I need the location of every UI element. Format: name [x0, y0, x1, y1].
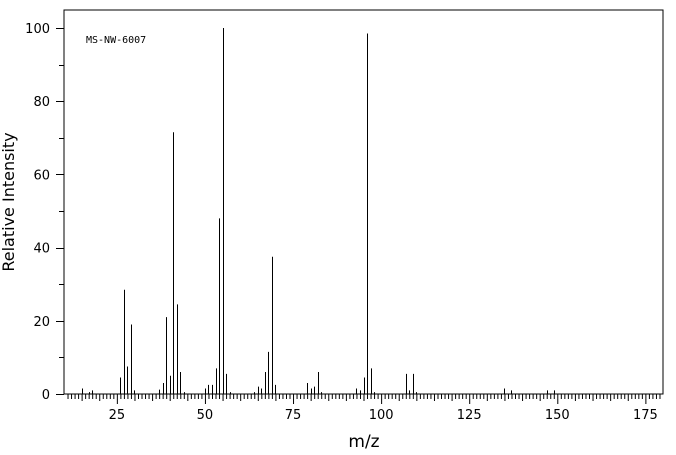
y-tick-label: 80	[33, 95, 50, 110]
bars-layer	[82, 28, 555, 394]
y-tick-label: 100	[25, 22, 50, 37]
x-tick-label: 25	[109, 408, 126, 423]
x-tick-label: 150	[545, 408, 570, 423]
annotation-code: MS-NW-6007	[86, 35, 146, 46]
ticks-layer	[56, 28, 661, 404]
x-tick-label: 75	[285, 408, 302, 423]
y-axis-label: Relative Intensity	[0, 132, 18, 271]
y-tick-label: 40	[33, 242, 50, 257]
x-tick-label: 100	[369, 408, 394, 423]
y-tick-label: 20	[33, 315, 50, 330]
y-tick-label: 60	[33, 168, 50, 183]
x-axis-label: m/z	[348, 432, 379, 452]
x-tick-label: 125	[457, 408, 482, 423]
tick-labels-layer: 25 50 75 100 125 150 175 0 20 40 60 80 100	[25, 22, 658, 423]
plot-frame	[63, 9, 664, 395]
x-tick-label: 50	[197, 408, 214, 423]
y-tick-label: 0	[42, 388, 50, 403]
x-tick-label: 175	[633, 408, 658, 423]
